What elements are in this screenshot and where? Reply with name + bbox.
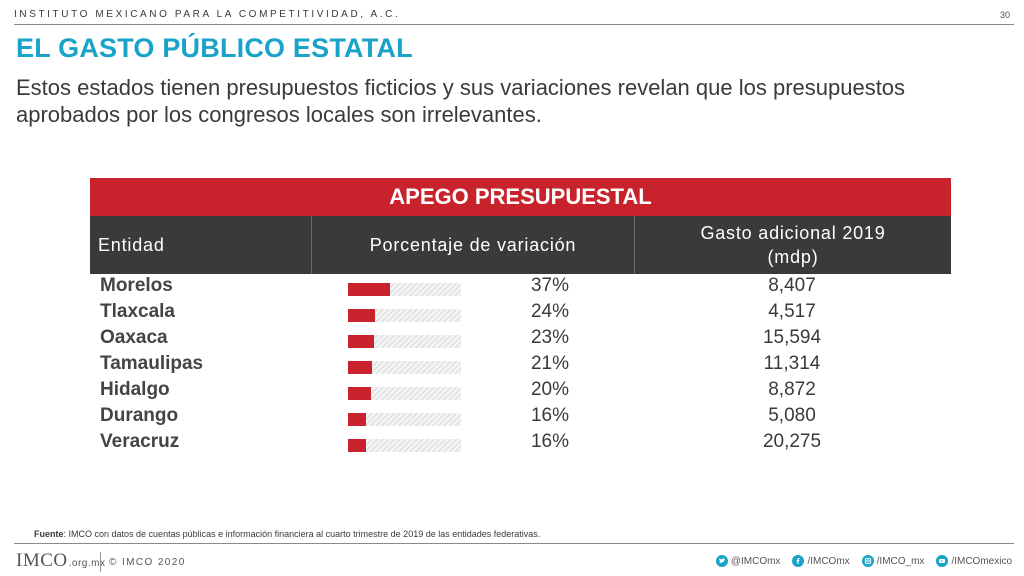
table-row: Tamaulipas 21% 11,314 — [90, 352, 951, 378]
top-divider — [14, 24, 1014, 25]
cell-porcentaje: 16% — [530, 431, 570, 452]
variation-bar-fill — [348, 439, 367, 452]
variation-bar-track — [348, 309, 461, 322]
cell-gasto: 4,517 — [768, 301, 816, 322]
variation-bar-fill — [348, 309, 376, 322]
column-header-gasto: Gasto adicional 2019 (mdp) — [635, 216, 951, 274]
column-header-porcentaje: Porcentaje de variación — [311, 216, 635, 274]
org-name: INSTITUTO MEXICANO PARA LA COMPETITIVIDA… — [14, 9, 401, 20]
cell-entidad: Hidalgo — [100, 379, 170, 400]
variation-bar-track — [348, 413, 461, 426]
variation-bar-track — [348, 361, 461, 374]
cell-gasto: 8,872 — [768, 379, 816, 400]
cell-porcentaje: 21% — [530, 353, 570, 374]
twitter-icon — [715, 555, 728, 567]
social-instagram-handle: /IMCO_mx — [876, 555, 925, 567]
cell-entidad: Veracruz — [100, 431, 180, 452]
cell-gasto: 11,314 — [763, 353, 821, 374]
cell-gasto: 15,594 — [762, 327, 822, 348]
cell-porcentaje: 20% — [530, 379, 570, 400]
social-facebook-handle: /IMCOmx — [807, 555, 850, 567]
cell-porcentaje: 37% — [530, 275, 570, 296]
cell-gasto: 8,407 — [768, 275, 816, 296]
cell-entidad: Oaxaca — [100, 327, 168, 348]
social-twitter-handle: @IMCOmx — [730, 555, 781, 567]
social-instagram[interactable]: /IMCO_mx — [861, 555, 925, 567]
table-row: Durango 16% 5,080 — [90, 404, 951, 430]
cell-porcentaje: 23% — [530, 327, 570, 348]
cell-entidad: Durango — [100, 405, 179, 426]
logo-suffix: .org.mx — [68, 558, 106, 569]
table-title: APEGO PRESUPUESTAL — [90, 178, 951, 216]
footer-separator — [100, 552, 101, 572]
imco-logo[interactable]: IMCO.org.mx — [16, 550, 105, 572]
bottom-divider — [14, 543, 1014, 544]
source-note: Fuente: IMCO con datos de cuentas públic… — [34, 529, 540, 539]
cell-entidad: Tamaulipas — [100, 353, 204, 374]
variation-bar-fill — [348, 387, 371, 400]
cell-gasto: 20,275 — [762, 431, 822, 452]
youtube-icon — [936, 555, 949, 567]
slide-title: EL GASTO PÚBLICO ESTATAL — [16, 33, 413, 63]
copyright: © IMCO 2020 — [109, 557, 186, 568]
variation-bar-fill — [348, 335, 374, 348]
instagram-icon — [861, 555, 874, 567]
variation-bar-fill — [348, 283, 390, 296]
logo-text: IMCO — [16, 550, 68, 571]
table-row: Tlaxcala 24% 4,517 — [90, 300, 951, 326]
column-header-entidad: Entidad — [98, 234, 165, 255]
table-header: Entidad Porcentaje de variación Gasto ad… — [90, 216, 951, 274]
variation-bar-track — [348, 387, 461, 400]
social-facebook[interactable]: /IMCOmx — [792, 555, 850, 567]
table-row: Morelos 37% 8,407 — [90, 274, 951, 300]
facebook-icon — [792, 555, 805, 567]
cell-porcentaje: 24% — [530, 301, 570, 322]
table-body: Morelos 37% 8,407 Tlaxcala 24% 4,517 Oaxaca 23%… — [90, 274, 951, 456]
table-row: Veracruz 16% 20,275 — [90, 430, 951, 456]
social-youtube[interactable]: /IMCOmexico — [936, 555, 1012, 567]
slide-subtitle: Estos estados tienen presupuestos fictic… — [16, 75, 906, 127]
cell-porcentaje: 16% — [530, 405, 570, 426]
variation-bar-track — [348, 283, 461, 296]
cell-entidad: Morelos — [100, 275, 173, 296]
variation-bar-fill — [348, 361, 372, 374]
social-youtube-handle: /IMCOmexico — [951, 555, 1012, 567]
social-links: @IMCOmx /IMCOmx /IMCO_mx /IMCOmexico — [715, 555, 1012, 567]
cell-gasto: 5,080 — [768, 405, 816, 426]
budget-table: APEGO PRESUPUESTAL Entidad Porcentaje de… — [90, 178, 951, 456]
page-number: 30 — [999, 10, 1010, 20]
variation-bar-track — [348, 335, 461, 348]
social-twitter[interactable]: @IMCOmx — [715, 555, 781, 567]
column-header-gasto-line2: (mdp) — [767, 247, 819, 267]
footer: IMCO.org.mx © IMCO 2020 @IMCOmx /IMCOmx … — [0, 548, 1024, 576]
variation-bar-track — [348, 439, 461, 452]
table-row: Hidalgo 20% 8,872 — [90, 378, 951, 404]
column-header-gasto-line1: Gasto adicional 2019 — [700, 223, 886, 243]
variation-bar-fill — [348, 413, 367, 426]
source-label: Fuente — [34, 529, 64, 539]
table-row: Oaxaca 23% 15,594 — [90, 326, 951, 352]
source-text: : IMCO con datos de cuentas públicas e i… — [63, 529, 541, 539]
cell-entidad: Tlaxcala — [100, 301, 175, 322]
